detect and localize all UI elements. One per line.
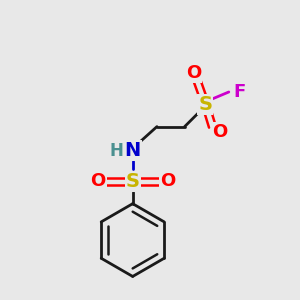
- Text: S: S: [126, 172, 140, 191]
- Text: O: O: [186, 64, 201, 82]
- Text: O: O: [212, 123, 227, 141]
- Text: O: O: [90, 172, 106, 190]
- Text: N: N: [124, 141, 141, 160]
- Text: F: F: [233, 83, 245, 101]
- Text: O: O: [160, 172, 175, 190]
- Text: S: S: [198, 94, 212, 114]
- Text: H: H: [109, 142, 123, 160]
